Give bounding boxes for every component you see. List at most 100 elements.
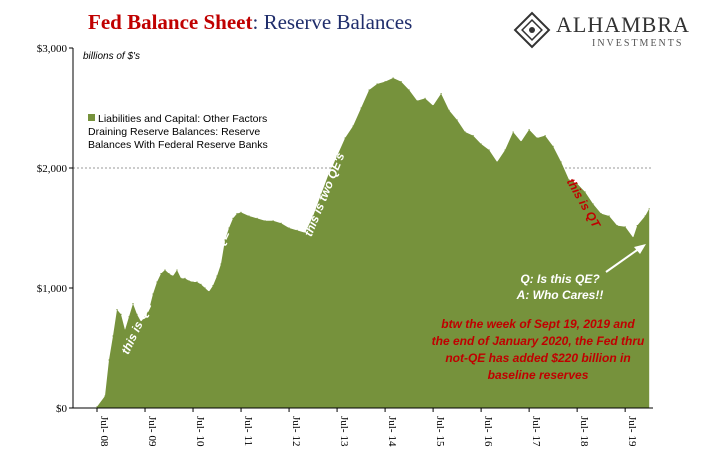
data-point-2016-01 [456, 119, 458, 121]
data-point-2010-03 [176, 269, 178, 271]
data-point-2014-03 [368, 89, 370, 91]
x-tick-label-top: Jul- [146, 416, 158, 433]
data-point-2013-05 [328, 172, 330, 174]
x-tick-label-2019: Jul- 19 [626, 416, 638, 447]
x-tick-label-bottom: 16 [482, 436, 494, 447]
data-point-2019-09 [632, 237, 634, 239]
data-point-2017-11 [544, 135, 546, 137]
x-tick-label-2010: Jul- 10 [194, 416, 206, 447]
data-point-2011-07 [240, 211, 242, 213]
x-tick-label-bottom: 09 [146, 436, 158, 448]
data-point-2017-07 [528, 129, 530, 131]
data-point-2018-01 [552, 145, 554, 147]
data-point-2014-05 [376, 83, 378, 85]
data-point-2009-09 [152, 293, 154, 295]
data-point-2010-05 [184, 277, 186, 279]
data-point-2011-06 [236, 213, 238, 215]
data-point-2018-03 [560, 161, 562, 163]
x-tick-label-bottom: 18 [578, 436, 590, 448]
data-point-2009-05 [136, 313, 138, 315]
data-point-2012-05 [280, 222, 282, 224]
x-tick-label-2009: Jul- 09 [146, 416, 158, 447]
data-point-2009-01 [120, 313, 122, 315]
note-line-4: baseline reserves [488, 368, 589, 382]
data-point-2013-01 [312, 215, 314, 217]
data-point-2011-05 [232, 217, 234, 219]
data-point-2016-05 [472, 135, 474, 137]
data-point-2010-09 [200, 283, 202, 285]
title-rest: : Reserve Balances [252, 10, 413, 34]
data-point-2015-07 [432, 105, 434, 107]
y-tick-label-3000: $3,000 [37, 43, 68, 55]
x-tick-label-top: Jul- [290, 416, 302, 433]
data-point-2013-09 [344, 137, 346, 139]
data-point-2010-06 [188, 280, 190, 282]
data-point-2013-07 [336, 155, 338, 157]
x-tick-label-2013: Jul- 13 [338, 416, 350, 447]
unit-label: billions of $'s [83, 51, 140, 62]
data-point-2016-11 [496, 161, 498, 163]
data-point-2009-04 [132, 303, 134, 305]
data-point-2016-07 [480, 143, 482, 145]
data-point-2014-07 [384, 81, 386, 83]
data-point-2019-03 [608, 215, 610, 217]
x-tick-label-2017: Jul- 17 [530, 416, 542, 447]
x-tick-label-bottom: 13 [338, 436, 350, 448]
data-point-2012-09 [296, 229, 298, 231]
data-point-2009-12 [164, 269, 166, 271]
data-point-2015-05 [424, 97, 426, 99]
x-tick-label-top: Jul- [338, 416, 350, 433]
x-tick-label-2015: Jul- 15 [434, 416, 446, 447]
y-tick-label-2000: $2,000 [37, 163, 68, 175]
annotation-answer: A: Who Cares!! [516, 288, 604, 302]
data-point-2012-07 [288, 227, 290, 229]
annotation-arrow-head [634, 244, 646, 254]
x-tick-label-top: Jul- [194, 416, 206, 433]
data-point-2011-09 [248, 215, 250, 217]
data-point-2010-02 [172, 275, 174, 277]
data-point-2014-01 [360, 107, 362, 109]
data-point-2010-04 [180, 277, 182, 279]
data-point-2009-10 [156, 281, 158, 283]
x-tick-label-2008: Jul- 08 [98, 416, 110, 447]
data-point-2010-10 [204, 287, 206, 289]
data-point-2010-12 [212, 285, 214, 287]
data-point-2018-09 [584, 191, 586, 193]
data-point-2020-01 [648, 208, 650, 210]
data-point-2019-12 [644, 215, 646, 217]
data-point-2017-01 [504, 149, 506, 151]
data-point-2009-11 [160, 273, 162, 275]
logo-tagline: INVESTMENTS [592, 38, 684, 49]
x-tick-label-top: Jul- [482, 416, 494, 433]
data-point-2009-02 [124, 329, 126, 331]
y-tick-label-1000: $1,000 [37, 283, 68, 295]
legend-swatch [88, 114, 95, 121]
data-point-2019-10 [636, 225, 638, 227]
annotation-arrow-shaft [605, 247, 641, 273]
data-point-2009-03 [128, 316, 130, 318]
x-tick-label-bottom: 19 [626, 436, 638, 448]
data-point-2008-07 [96, 406, 98, 408]
data-point-2013-11 [352, 125, 354, 127]
data-point-2014-11 [400, 81, 402, 83]
data-point-2015-11 [448, 109, 450, 111]
data-point-2019-01 [600, 213, 602, 215]
data-point-2010-11 [208, 291, 210, 293]
data-point-2010-07 [192, 281, 194, 283]
data-point-2010-01 [168, 273, 170, 275]
data-point-2016-09 [488, 149, 490, 151]
data-point-2008-10 [108, 359, 110, 361]
x-tick-label-bottom: 17 [530, 436, 542, 448]
legend-label: Liabilities and Capital: Other Factors D… [88, 113, 268, 151]
x-tick-label-2012: Jul- 12 [290, 416, 302, 447]
data-point-2008-11 [112, 335, 114, 337]
data-point-2011-04 [228, 227, 230, 229]
data-point-2018-11 [592, 203, 594, 205]
annotation-question: Q: Is this QE? [520, 272, 600, 286]
note-line-1: btw the week of Sept 19, 2019 and [441, 317, 635, 331]
x-tick-label-2014: Jul- 14 [386, 416, 398, 447]
logo-name: ALHAMBRA [556, 12, 690, 37]
x-tick-label-bottom: 11 [242, 436, 254, 447]
chart-title: Fed Balance Sheet: Reserve Balances [88, 10, 412, 35]
